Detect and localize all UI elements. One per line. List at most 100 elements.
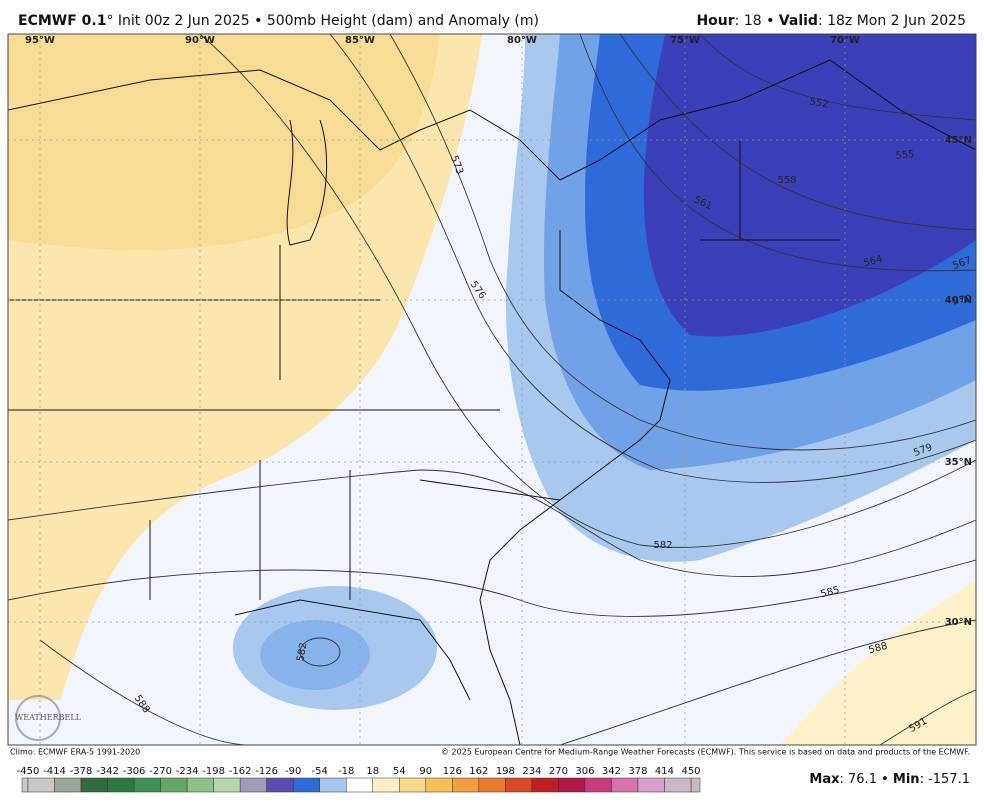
colorbar-tick-label: 234 xyxy=(522,766,541,777)
lon-label: 85°W xyxy=(345,35,375,46)
max-min: Max: 76.1 • Min: -157.1 xyxy=(809,772,970,787)
colorbar-tick-label: -54 xyxy=(312,766,328,777)
lat-label: 30°N xyxy=(945,617,972,628)
min-value: -157.1 xyxy=(928,772,970,787)
contour-label: 585 xyxy=(819,585,840,601)
model: ECMWF 0.1 xyxy=(18,13,106,29)
contour-label: 558 xyxy=(777,175,796,186)
header-valid: Hour: 18 • Valid: 18z Mon 2 Jun 2025 xyxy=(696,13,966,29)
colorbar-tick-label: -90 xyxy=(285,766,301,777)
colorbar-swatch xyxy=(664,777,692,793)
colorbar-tick-label: 198 xyxy=(496,766,515,777)
colorbar-tick-label: 90 xyxy=(419,766,432,777)
colorbar-tick-label: 162 xyxy=(469,766,488,777)
colon: : xyxy=(840,772,849,787)
colorbar-swatch xyxy=(637,777,665,793)
positive-anomaly xyxy=(780,580,976,745)
colorbar-tick-label: 306 xyxy=(575,766,594,777)
lat-label: 45°N xyxy=(945,135,972,146)
valid-label: Valid xyxy=(779,13,818,29)
colorbar-swatch xyxy=(372,777,400,793)
colorbar-tick-label: 450 xyxy=(681,766,700,777)
copyright: © 2025 European Centre for Medium-Range … xyxy=(441,748,970,757)
colorbar-tick-label: 126 xyxy=(443,766,462,777)
colorbar-swatch xyxy=(399,777,427,793)
colorbar-swatch xyxy=(27,777,55,793)
lon-label: 70°W xyxy=(830,35,860,46)
positive-anomaly xyxy=(8,34,440,250)
colorbar-swatch xyxy=(478,777,506,793)
colorbar-swatch xyxy=(611,777,639,793)
colorbar-tick-label: -18 xyxy=(338,766,354,777)
colorbar-swatch xyxy=(133,777,161,793)
contour-label: 582 xyxy=(295,642,309,663)
lat-label: 35°N xyxy=(945,457,972,468)
colorbar-swatch xyxy=(213,777,241,793)
colorbar-tick-label: -270 xyxy=(149,766,172,777)
contour-label: 555 xyxy=(895,149,915,162)
hour: : 18 • xyxy=(735,13,779,29)
colorbar-cap xyxy=(21,777,29,793)
colorbar-tick-label: -126 xyxy=(255,766,278,777)
map: 95°W 90°W 85°W 80°W 75°W 70°W 45°N 40°N 35°N 30°N… xyxy=(7,33,977,746)
contour-label: 552 xyxy=(809,96,830,110)
gulf-low xyxy=(260,620,370,690)
colon: : xyxy=(920,772,929,787)
lon-label: 90°W xyxy=(185,35,215,46)
max-label: Max xyxy=(809,772,840,787)
colorbar-swatch xyxy=(452,777,480,793)
colorbar-tick-label: -234 xyxy=(176,766,199,777)
colorbar-swatch xyxy=(319,777,347,793)
colorbar-tick-label: -450 xyxy=(17,766,40,777)
colorbar-swatch xyxy=(186,777,214,793)
colorbar-tick-label: -378 xyxy=(70,766,93,777)
header-title: ECMWF 0.1° Init 00z 2 Jun 2025 • 500mb H… xyxy=(18,13,539,29)
colorbar-swatch xyxy=(80,777,108,793)
colorbar-tick-label: -198 xyxy=(202,766,225,777)
colorbar-tick-label: 342 xyxy=(602,766,621,777)
colorbar-swatch xyxy=(292,777,320,793)
colorbar-swatch xyxy=(531,777,559,793)
colorbar-tick-label: 378 xyxy=(628,766,647,777)
contour-label: 564 xyxy=(862,254,883,270)
colorbar-tick-label: -342 xyxy=(96,766,119,777)
colorbar-swatch xyxy=(160,777,188,793)
lon-label: 95°W xyxy=(25,35,55,46)
contour-label: 570 xyxy=(952,293,973,307)
lat-label: 40°N xyxy=(945,295,972,306)
colorbar-swatch xyxy=(239,777,267,793)
colorbar-tick-label: -306 xyxy=(123,766,146,777)
lon-label: 80°W xyxy=(507,35,537,46)
colorbar-swatch xyxy=(558,777,586,793)
min-label: Min xyxy=(893,772,920,787)
max-value: 76.1 xyxy=(848,772,877,787)
colorbar-tick-label: -162 xyxy=(229,766,252,777)
colorbar-swatch xyxy=(505,777,533,793)
separator: • xyxy=(877,772,893,787)
map-frame xyxy=(7,33,977,746)
valid: : 18z Mon 2 Jun 2025 xyxy=(818,13,966,29)
climo: Climo: ECMWF ERA-5 1991-2020 xyxy=(10,748,140,757)
logo: WEATHERBELL xyxy=(15,713,82,722)
lon-label: 75°W xyxy=(670,35,700,46)
colorbar-tick-label: 414 xyxy=(655,766,674,777)
colorbar-swatch xyxy=(425,777,453,793)
contour-label: 582 xyxy=(653,540,672,551)
colorbar-swatch xyxy=(107,777,135,793)
colorbar-tick-label: 18 xyxy=(366,766,379,777)
colorbar-tick-label: 54 xyxy=(393,766,406,777)
contours xyxy=(8,34,976,745)
colorbar-tick-label: -414 xyxy=(43,766,66,777)
contour-label: 588 xyxy=(867,641,888,657)
logo-mark xyxy=(15,695,61,741)
colorbar-swatch xyxy=(266,777,294,793)
title: ° Init 00z 2 Jun 2025 • 500mb Height (da… xyxy=(106,13,538,29)
colorbar-swatch xyxy=(54,777,82,793)
colorbar-swatch xyxy=(345,777,374,793)
hour-label: Hour xyxy=(696,13,734,29)
colorbar-tick-label: 270 xyxy=(549,766,568,777)
graticule xyxy=(8,34,976,745)
colorbar-swatch xyxy=(584,777,612,793)
colorbar-cap xyxy=(690,777,701,793)
